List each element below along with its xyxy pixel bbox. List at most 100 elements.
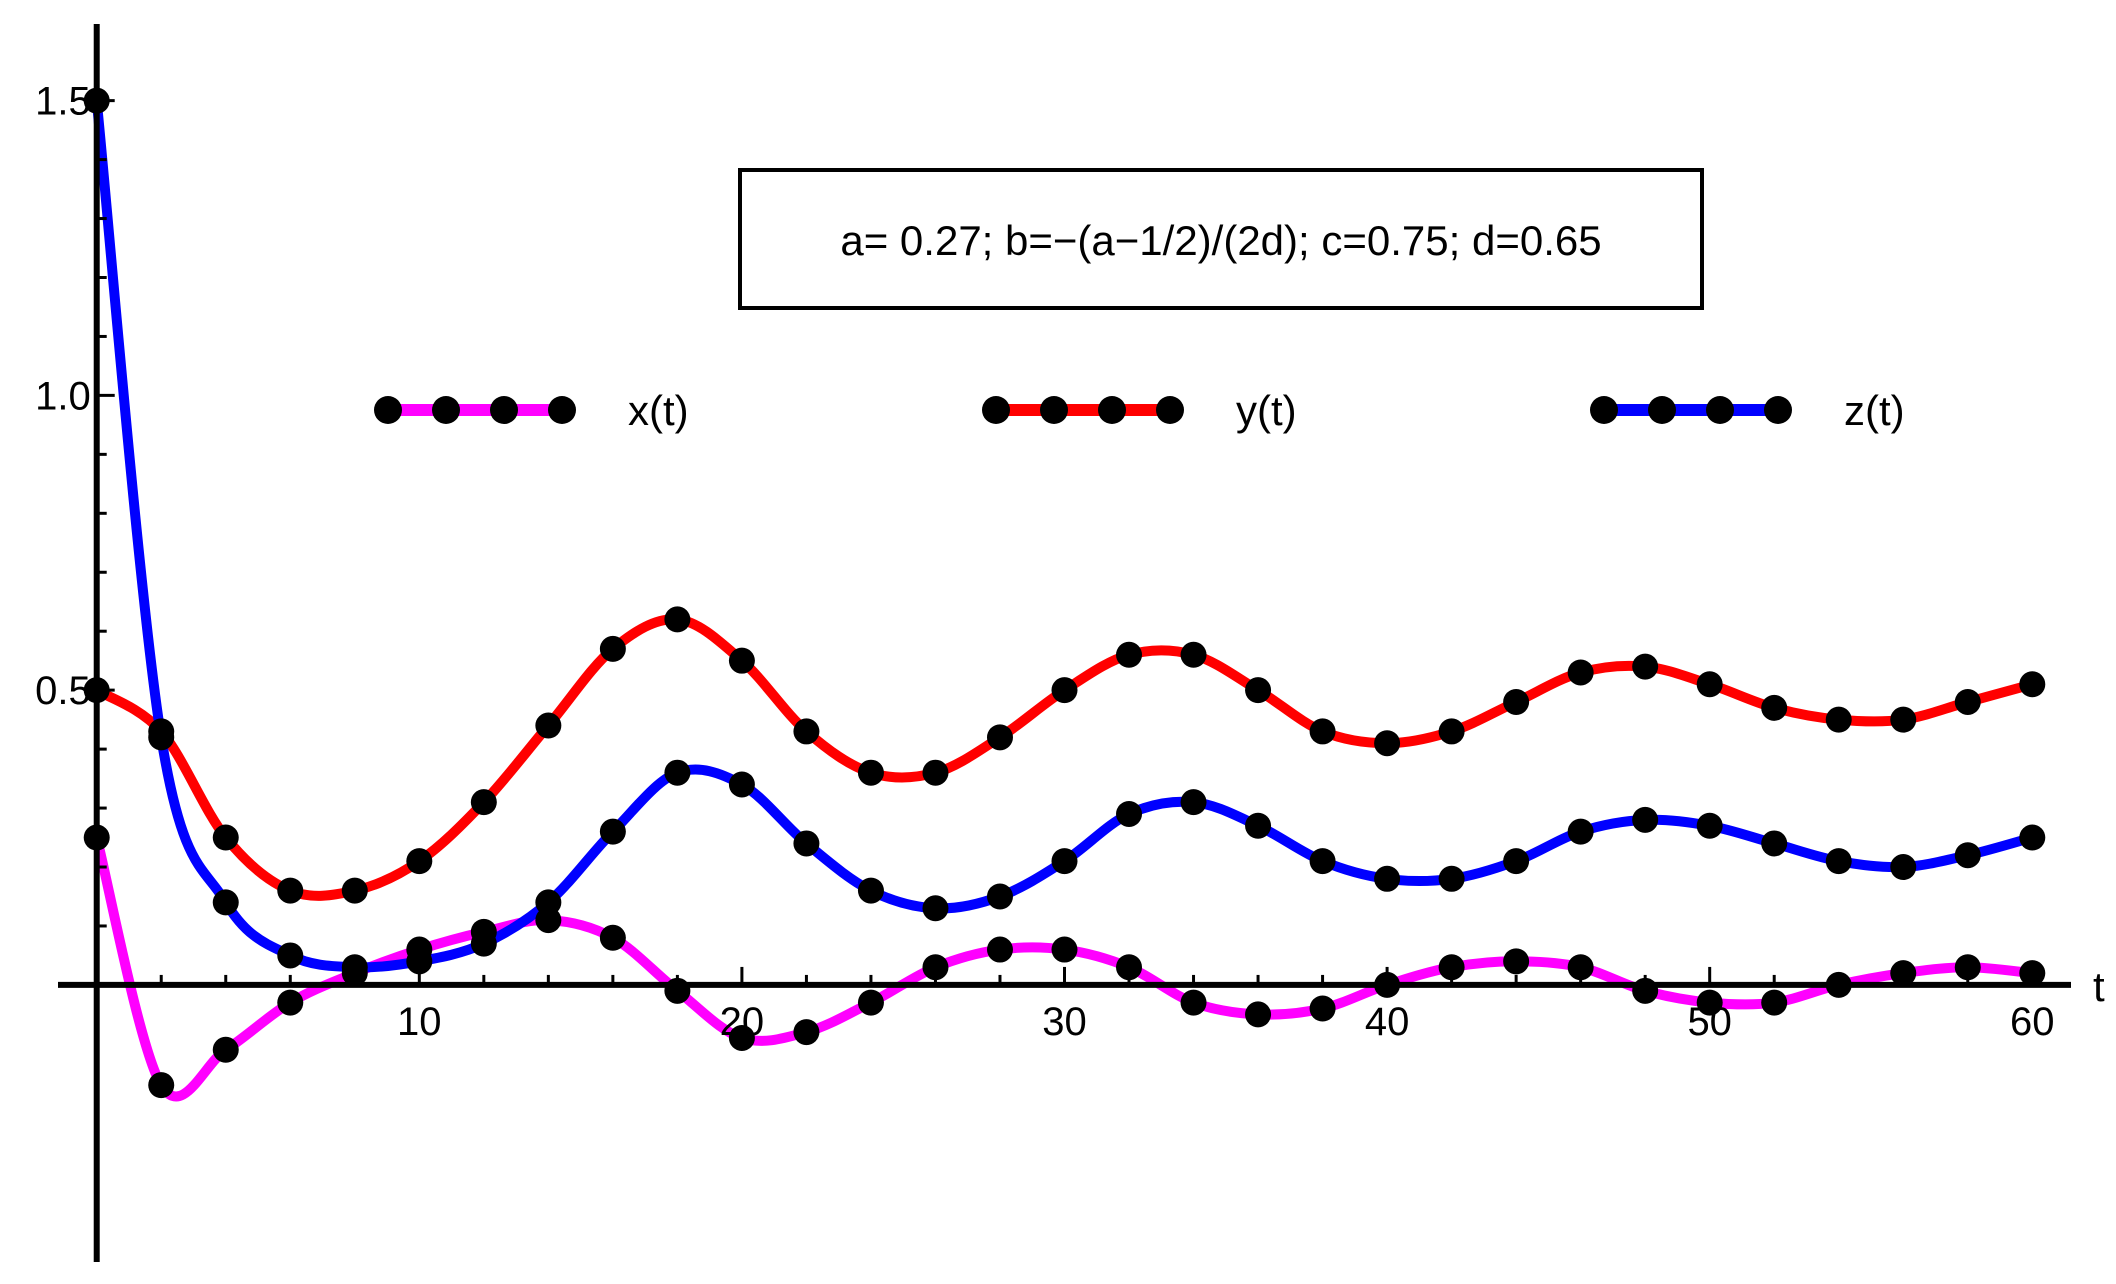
x-tick-label: 30 xyxy=(1042,1000,1087,1044)
legend-item-1: x(t) xyxy=(374,387,689,434)
annotation-box: a= 0.27; b=−(a−1/2)/(2d); c=0.75; d=0.65 xyxy=(738,168,1704,310)
series-2-point xyxy=(1180,641,1207,668)
annotation-text: a= 0.27; b=−(a−1/2)/(2d); c=0.75; d=0.65 xyxy=(840,217,1601,264)
series-3-point xyxy=(599,818,626,845)
series-1-point xyxy=(922,954,949,981)
series-3-point xyxy=(986,883,1013,910)
series-3-point xyxy=(1438,865,1465,892)
series-3-point xyxy=(1051,848,1078,875)
series-3-point xyxy=(1696,812,1723,839)
series-2-point xyxy=(1503,688,1530,715)
series-3-point xyxy=(83,87,110,114)
series-3-point xyxy=(1503,848,1530,875)
series-1-point xyxy=(1632,977,1659,1004)
axes-layer xyxy=(58,24,2071,1262)
legend-swatch-marker xyxy=(1156,396,1184,424)
legend-label: y(t) xyxy=(1236,387,1297,434)
series-2-point xyxy=(1051,677,1078,704)
series-3-point xyxy=(664,759,691,786)
series-1-point xyxy=(793,1019,820,1046)
series-2-point xyxy=(664,606,691,633)
series-2-point xyxy=(599,635,626,662)
x-tick-label: 60 xyxy=(2010,1000,2055,1044)
series-3-point xyxy=(1632,806,1659,833)
series-2-point xyxy=(2019,671,2046,698)
legend-label: x(t) xyxy=(628,387,689,434)
series-2-point xyxy=(1825,706,1852,733)
ticks-layer: 10 20 30 40 50 60 0.5 1.0 1.5 t xyxy=(35,80,2105,1044)
series-2-point xyxy=(793,718,820,745)
series-2-point xyxy=(83,677,110,704)
legend-swatch-marker xyxy=(1764,396,1792,424)
y-tick-label: 1.5 xyxy=(35,80,91,124)
series-2-point xyxy=(1309,718,1336,745)
series-3-point xyxy=(1954,842,1981,869)
series-2-point xyxy=(1696,671,1723,698)
series-2-point xyxy=(1438,718,1465,745)
legend-swatch-marker xyxy=(490,396,518,424)
series-1-point xyxy=(277,989,304,1016)
series-2-point xyxy=(1374,730,1401,757)
series-2-point xyxy=(1567,659,1594,686)
series-1-point xyxy=(2019,960,2046,987)
x-axis-title: t xyxy=(2093,963,2105,1010)
series-1-point xyxy=(1051,936,1078,963)
series-1-point xyxy=(728,1024,755,1051)
series-1-point xyxy=(1696,989,1723,1016)
series-3-point xyxy=(1825,848,1852,875)
series-3-point xyxy=(148,724,175,751)
series-1-point xyxy=(1438,954,1465,981)
series-2-point xyxy=(986,724,1013,751)
series-2-point xyxy=(1890,706,1917,733)
legend-swatch-marker xyxy=(432,396,460,424)
series-3-point xyxy=(922,895,949,922)
series-1-point xyxy=(212,1036,239,1063)
x-tick-label: 40 xyxy=(1365,1000,1410,1044)
series-1-point xyxy=(1116,954,1143,981)
series-1-point xyxy=(857,989,884,1016)
series-3-point xyxy=(1567,818,1594,845)
legend: x(t) y(t) z(t) xyxy=(374,387,1905,434)
series-1-point xyxy=(1761,989,1788,1016)
series-1-point xyxy=(1890,960,1917,987)
series-3-point xyxy=(535,889,562,916)
series-1-point xyxy=(148,1072,175,1099)
series-2-point xyxy=(857,759,884,786)
legend-swatch-marker xyxy=(982,396,1010,424)
series-1-point xyxy=(664,977,691,1004)
series-3-point xyxy=(470,930,497,957)
series-2-point xyxy=(922,759,949,786)
series-3-point xyxy=(857,877,884,904)
series-2-point xyxy=(1116,641,1143,668)
y-tick-label: 1.0 xyxy=(35,374,91,418)
x-tick-label: 20 xyxy=(720,1000,765,1044)
series-1-point xyxy=(1309,995,1336,1022)
series-3-point xyxy=(728,771,755,798)
series-1-point xyxy=(1374,971,1401,998)
series-1-point xyxy=(1503,948,1530,975)
legend-swatch-marker xyxy=(1648,396,1676,424)
x-tick-label: 50 xyxy=(1687,1000,1732,1044)
series-2-point xyxy=(277,877,304,904)
series-3-point xyxy=(2019,824,2046,851)
series-3-point xyxy=(277,942,304,969)
series-1-point xyxy=(1180,989,1207,1016)
series-1-point xyxy=(599,924,626,951)
series-1-point xyxy=(1954,954,1981,981)
series-3-point xyxy=(212,889,239,916)
x-tick-label: 10 xyxy=(397,1000,442,1044)
series-1-point xyxy=(1245,1001,1272,1028)
legend-item-2: y(t) xyxy=(982,387,1297,434)
legend-swatch-marker xyxy=(1706,396,1734,424)
legend-item-3: z(t) xyxy=(1590,387,1905,434)
series-3-point xyxy=(1180,789,1207,816)
series-1-point xyxy=(986,936,1013,963)
legend-swatch-marker xyxy=(1098,396,1126,424)
series-2-point xyxy=(212,824,239,851)
legend-label: z(t) xyxy=(1844,387,1905,434)
series-2-point xyxy=(406,848,433,875)
series-3-point xyxy=(1309,848,1336,875)
series-2-point xyxy=(341,877,368,904)
series-1-point xyxy=(1567,954,1594,981)
